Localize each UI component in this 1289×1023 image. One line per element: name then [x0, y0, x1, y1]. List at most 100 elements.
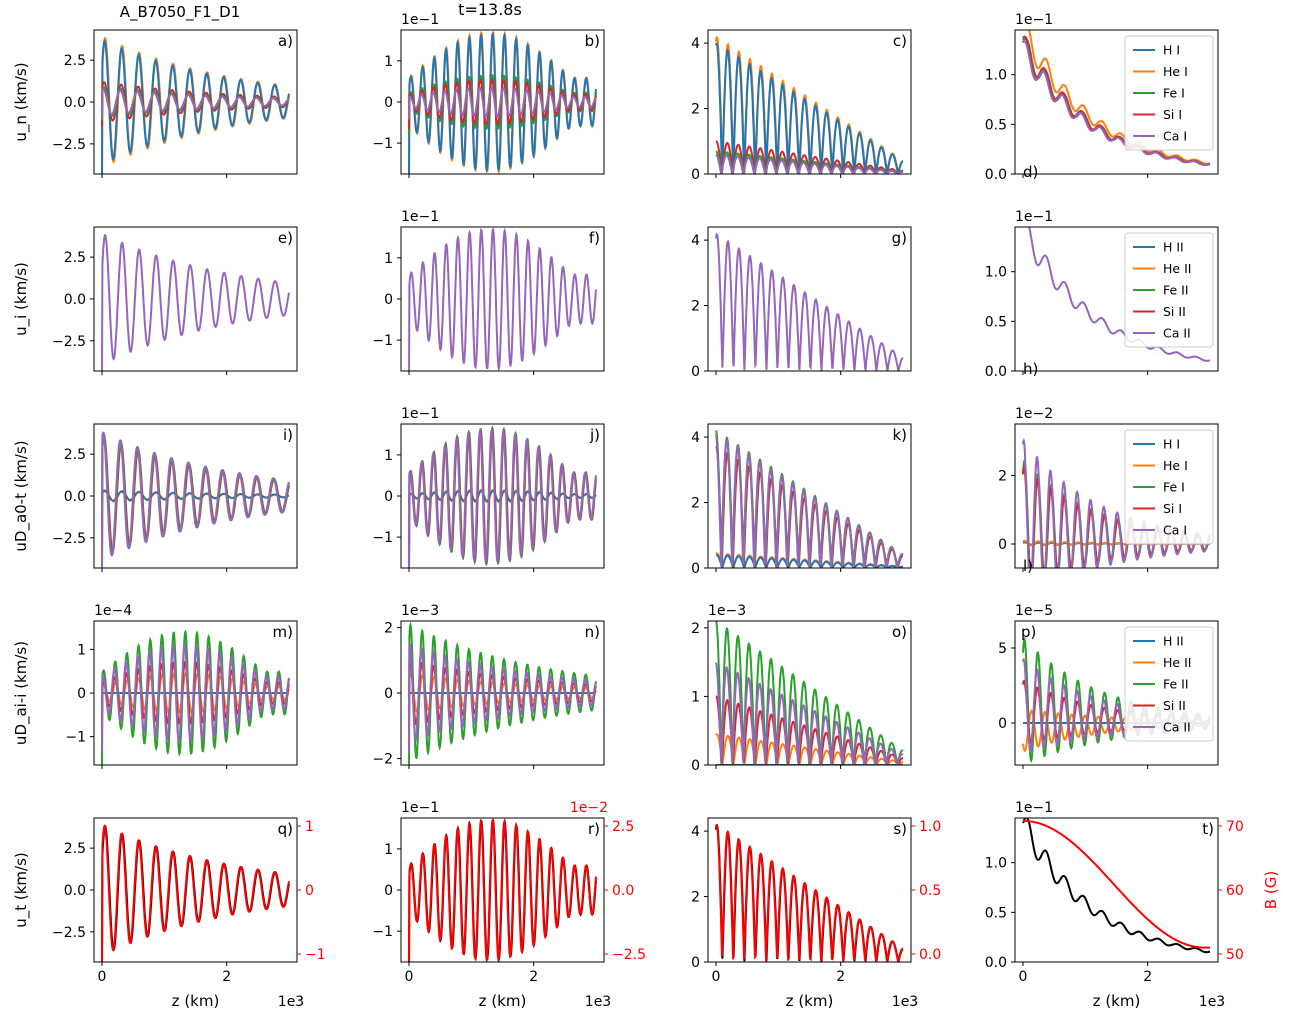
axes-frame	[1014, 423, 1219, 569]
legend-box	[1124, 626, 1214, 742]
legend-entry: H II	[1163, 240, 1184, 255]
y-tick-label: 0	[384, 883, 393, 899]
y-exponent: 1e−5	[1015, 603, 1053, 619]
twin-tick-label: 60	[1226, 883, 1244, 899]
y-tick-label: 4	[691, 824, 700, 840]
series-line-1	[715, 823, 904, 962]
y-tick-label: 1	[384, 54, 393, 70]
panel-j: 1 0 −1 1e−1 j)	[372, 406, 605, 572]
y-exponent: 1e−1	[401, 800, 439, 816]
y-tick-label: 0	[691, 561, 700, 577]
panel-o: 2 1 0 1e−3 o)	[691, 603, 912, 774]
series-ca-i	[101, 431, 290, 568]
legend-entry: H I	[1163, 43, 1180, 58]
y-tick-label: 2.5	[64, 841, 86, 857]
y-exponent: 1e−3	[401, 603, 439, 619]
panel-q: 2.5 0.0 −2.5 0 2z (km) 1e3 q) u_t (km/s) 1 0 −1	[12, 817, 326, 1010]
x-exponent: 1e3	[278, 994, 304, 1010]
x-exponent: 1e3	[1199, 994, 1225, 1010]
panel-label: t)	[1202, 820, 1214, 838]
series-ca-i	[408, 426, 597, 568]
axes-frame	[93, 226, 298, 372]
y-tick-label: 4	[691, 430, 700, 446]
y-tick-label: 0.0	[64, 883, 86, 899]
panel-label: i)	[283, 426, 293, 444]
y-axis-label: uD_ai-i (km/s)	[12, 641, 31, 745]
y-exponent: 1e−1	[1015, 209, 1053, 225]
legend-entry: H II	[1163, 634, 1184, 649]
panel-h: 1.0 0.5 0.0 1e−1 h) H II He II Fe II Si II Ca II	[985, 209, 1219, 380]
y-tick-label: 1	[77, 642, 86, 658]
y-tick-label: 0	[691, 364, 700, 380]
panel-label: a)	[278, 32, 293, 50]
y-tick-label: 2	[691, 299, 700, 315]
panel-label: j)	[589, 426, 600, 444]
legend-entry: Si I	[1163, 501, 1182, 516]
legend-entry: Fe I	[1163, 480, 1185, 495]
panel-p: 5 0 1e−5 p) H II He II Fe II Si II Ca II	[998, 603, 1219, 769]
panel-g: 4 2 0 g)	[691, 226, 912, 380]
y-tick-label: 0	[691, 167, 700, 183]
y-tick-label: 2	[691, 102, 700, 118]
panel-label: c)	[893, 32, 907, 50]
legend-entry: He I	[1163, 64, 1188, 79]
y-tick-label: 2.5	[64, 447, 86, 463]
panel-label: q)	[278, 820, 293, 838]
y-tick-label: −1	[65, 730, 86, 746]
y-tick-label: −1	[372, 924, 393, 940]
y-tick-label: −2.5	[52, 531, 86, 547]
axes-frame	[1014, 817, 1219, 963]
panel-n: 2 0 −2 1e−3 n)	[372, 603, 605, 769]
y-tick-label: 0	[691, 758, 700, 774]
series-ca-ii	[101, 233, 290, 371]
y-tick-label: 0	[384, 292, 393, 308]
series-ca-ii	[408, 641, 597, 752]
y-tick-label: 2	[691, 890, 700, 906]
y-exponent: 1e−1	[401, 406, 439, 422]
x-tick-label: 0	[98, 969, 107, 985]
y-tick-label: 0.5	[985, 314, 1007, 330]
legend-box	[1124, 35, 1214, 151]
x-tick-label: 2	[1143, 969, 1152, 985]
panel-label: h)	[1023, 360, 1038, 378]
series-line-0	[1022, 818, 1210, 954]
y-tick-label: 1.0	[985, 265, 1007, 281]
panel-a: 2.5 0.0 −2.5 a) u_n (km/s)	[12, 29, 298, 178]
y-tick-label: 2	[998, 468, 1007, 484]
panel-label: o)	[892, 623, 907, 641]
x-exponent: 1e3	[585, 994, 611, 1010]
y-tick-label: −2	[372, 751, 393, 767]
y-exponent: 1e−1	[1015, 800, 1053, 816]
panel-e: 2.5 0.0 −2.5 e) u_i (km/s)	[12, 226, 298, 375]
y-tick-label: 1	[384, 448, 393, 464]
panel-m: 1 0 −1 1e−4 m) uD_ai-i (km/s)	[12, 603, 298, 769]
series-ca-i	[1022, 437, 1211, 568]
twin-tick-label: 0.5	[919, 883, 941, 899]
y-tick-label: 4	[691, 36, 700, 52]
legend-entry: H I	[1163, 437, 1180, 452]
x-axis-label: z (km)	[1093, 992, 1141, 1010]
legend-entry: Ca I	[1163, 129, 1187, 144]
legend-entry: Ca II	[1163, 326, 1191, 341]
twin-tick-label: 50	[1226, 947, 1244, 963]
panel-f: 1 0 −1 1e−1 f)	[372, 209, 605, 375]
x-tick-label: 2	[222, 969, 231, 985]
y-axis-label: u_t (km/s)	[12, 852, 31, 928]
series-he-i	[1023, 30, 1211, 165]
y-exponent: 1e−1	[401, 209, 439, 225]
series-ca-ii	[715, 232, 904, 371]
panel-label: g)	[892, 229, 907, 247]
series-ca-i	[1022, 39, 1210, 166]
panels: 2.5 0.0 −2.5 a) u_n (km/s) 1 0 −1 1e−1 b) 4 2 0 c) 1.0…	[12, 12, 1280, 1010]
y-tick-label: 0	[384, 95, 393, 111]
y-tick-label: 0	[384, 686, 393, 702]
y-tick-label: 0	[77, 686, 86, 702]
time-label: t=13.8s	[458, 0, 522, 19]
panel-label: f)	[589, 229, 600, 247]
panel-label: s)	[893, 820, 907, 838]
y-exponent: 1e−1	[401, 12, 439, 28]
y-tick-label: 2.5	[64, 53, 86, 69]
y-tick-label: 2	[691, 621, 700, 637]
series-ca-i	[715, 434, 904, 568]
